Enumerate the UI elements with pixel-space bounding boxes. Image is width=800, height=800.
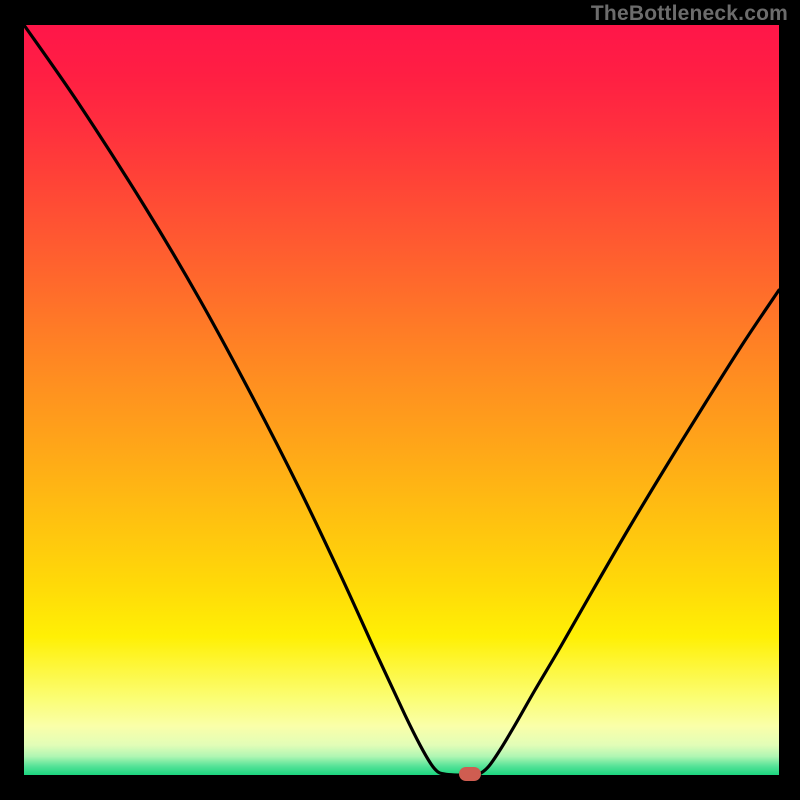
chart-stage: TheBottleneck.com xyxy=(0,0,800,800)
watermark-label: TheBottleneck.com xyxy=(591,2,788,26)
plot-area xyxy=(0,0,800,800)
optimal-point-marker xyxy=(459,767,481,781)
